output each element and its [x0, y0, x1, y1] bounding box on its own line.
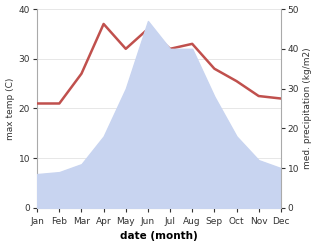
X-axis label: date (month): date (month)	[120, 231, 198, 242]
Y-axis label: max temp (C): max temp (C)	[5, 77, 15, 140]
Y-axis label: med. precipitation (kg/m2): med. precipitation (kg/m2)	[303, 48, 313, 169]
